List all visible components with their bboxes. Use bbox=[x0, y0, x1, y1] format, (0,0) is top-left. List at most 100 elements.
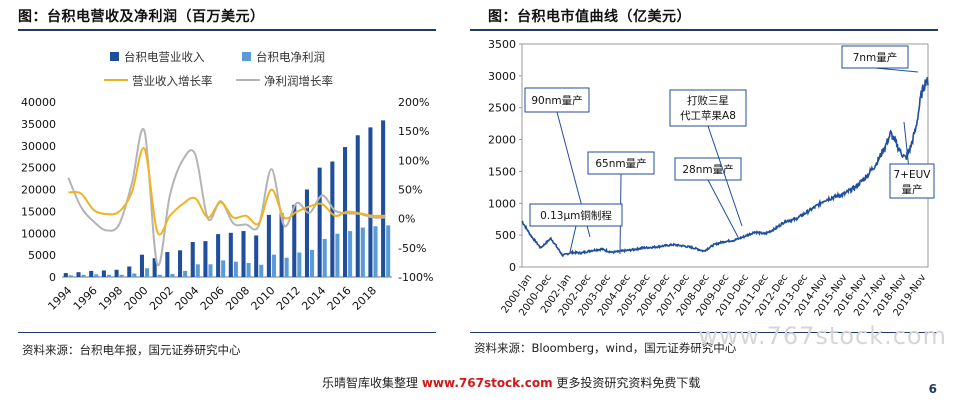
y-tick-label: 0 bbox=[509, 261, 516, 274]
net-profit-bar bbox=[183, 270, 188, 277]
net-profit-bar bbox=[310, 249, 315, 277]
legend-label: 台积电营业收入 bbox=[124, 50, 205, 64]
legend-swatch bbox=[242, 52, 251, 61]
x-tick-label: 2012 bbox=[274, 284, 303, 313]
x-tick-label: 2002 bbox=[147, 284, 176, 313]
net-profit-bar bbox=[145, 268, 150, 277]
revenue-bar bbox=[101, 270, 106, 277]
x-tick-label: 2008 bbox=[223, 284, 252, 313]
net-profit-bar bbox=[335, 233, 340, 277]
left-source-rule bbox=[18, 332, 436, 333]
annotation-label: 7+EUV bbox=[894, 169, 932, 181]
right-chart-title: 图：台积电市值曲线（亿美元） bbox=[488, 9, 691, 25]
revenue-bar bbox=[216, 234, 221, 277]
x-tick-label: 1996 bbox=[71, 284, 100, 313]
revenue-bar bbox=[152, 258, 157, 277]
annotation-label: 打败三星 bbox=[687, 94, 729, 107]
annotation-connector bbox=[707, 179, 739, 238]
annotation-label: 0.13μm铜制程 bbox=[540, 209, 612, 222]
y2-tick-label: 150% bbox=[398, 125, 429, 138]
y-tick-label: 15000 bbox=[21, 205, 56, 218]
y-tick-label: 0 bbox=[49, 271, 56, 284]
market-cap-line bbox=[521, 77, 929, 258]
legend-label: 台积电净利润 bbox=[256, 50, 325, 64]
revenue-bar bbox=[279, 213, 284, 277]
net-profit-bar bbox=[119, 274, 124, 277]
net-profit-bar bbox=[259, 264, 264, 277]
right-source-rule bbox=[470, 332, 938, 333]
net-profit-bar bbox=[360, 227, 365, 277]
legend-label: 净利润增长率 bbox=[264, 74, 333, 88]
x-tick-label: 2018 bbox=[350, 284, 379, 313]
y-tick-label: 40000 bbox=[21, 96, 56, 109]
annotation-box bbox=[587, 151, 655, 175]
y-tick-label: 500 bbox=[495, 229, 516, 242]
net-profit-bar bbox=[170, 273, 175, 277]
x-tick-label: 2014 bbox=[299, 284, 328, 313]
y2-tick-label: 50% bbox=[398, 184, 422, 197]
y-tick-label: 2000 bbox=[488, 134, 516, 147]
y-tick-label: 2500 bbox=[488, 102, 516, 115]
net-profit-bar bbox=[195, 264, 200, 277]
revenue-bar bbox=[63, 273, 68, 277]
revenue-bar bbox=[330, 161, 335, 277]
annotation-label: 90nm量产 bbox=[531, 94, 582, 107]
net-profit-bar bbox=[208, 264, 213, 277]
y-tick-label: 25000 bbox=[21, 162, 56, 175]
annotation-label: 28nm量产 bbox=[682, 163, 733, 176]
y-tick-label: 5000 bbox=[28, 249, 56, 262]
annotation-label: 65nm量产 bbox=[595, 157, 646, 170]
net-profit-growth-line bbox=[67, 127, 386, 267]
net-profit-bar bbox=[157, 274, 162, 277]
left-source-note: 资料来源：台积电年报，国元证券研究中心 bbox=[22, 343, 241, 357]
y2-tick-label: -50% bbox=[398, 242, 426, 255]
x-tick-label: 2006 bbox=[198, 284, 227, 313]
net-profit-bar bbox=[271, 254, 276, 277]
watermark-text: www.767stock.com bbox=[698, 322, 947, 350]
footer-brand-link[interactable]: www.767stock.com bbox=[421, 376, 553, 390]
annotation-connector bbox=[569, 225, 577, 253]
net-profit-bar bbox=[233, 261, 238, 277]
annotation-box bbox=[889, 163, 935, 199]
plot-frame bbox=[521, 43, 929, 268]
y-tick-label: 1000 bbox=[488, 197, 516, 210]
revenue-bar bbox=[127, 266, 132, 277]
net-profit-bar bbox=[386, 225, 391, 277]
annotation-box bbox=[524, 87, 590, 113]
net-profit-bar bbox=[106, 274, 111, 277]
x-tick-label: 2016 bbox=[325, 284, 354, 313]
y-tick-label: 30000 bbox=[21, 140, 56, 153]
y-tick-label: 20000 bbox=[21, 184, 56, 197]
legend-swatch bbox=[110, 52, 119, 61]
net-profit-bar bbox=[68, 275, 73, 277]
net-profit-bar bbox=[246, 263, 251, 277]
y-tick-label: 35000 bbox=[21, 118, 56, 131]
revenue-bar bbox=[381, 120, 386, 277]
annotation-connector bbox=[874, 67, 919, 73]
revenue-bar bbox=[241, 231, 246, 277]
right-title-rule bbox=[470, 29, 938, 31]
footer-suffix: 更多投资研究资料免费下载 bbox=[556, 376, 701, 390]
revenue-bar bbox=[317, 167, 322, 277]
revenue-bar bbox=[89, 270, 94, 277]
y2-tick-label: -100% bbox=[398, 271, 433, 284]
revenue-bar bbox=[76, 272, 81, 277]
legend-label: 营业收入增长率 bbox=[132, 74, 213, 88]
y-tick-label: 3500 bbox=[488, 38, 516, 51]
revenue-bar bbox=[355, 135, 360, 277]
y2-tick-label: 0% bbox=[398, 213, 415, 226]
footer-prefix: 乐晴智库收集整理 bbox=[322, 376, 419, 390]
right-source-note: 资料来源：Bloomberg，wind，国元证券研究中心 bbox=[474, 341, 737, 355]
annotation-connector bbox=[707, 125, 743, 227]
x-tick-label: 1998 bbox=[96, 284, 125, 313]
y2-tick-label: 100% bbox=[398, 154, 429, 167]
net-profit-bar bbox=[94, 274, 99, 277]
net-profit-bar bbox=[322, 238, 327, 277]
page-number: 6 bbox=[928, 382, 937, 396]
revenue-bar bbox=[203, 241, 208, 277]
left-title-rule bbox=[18, 29, 436, 31]
net-profit-bar bbox=[221, 260, 226, 277]
annotation-label: 代工苹果A8 bbox=[680, 109, 736, 122]
net-profit-bar bbox=[284, 257, 289, 277]
x-tick-label: 2000 bbox=[122, 284, 151, 313]
